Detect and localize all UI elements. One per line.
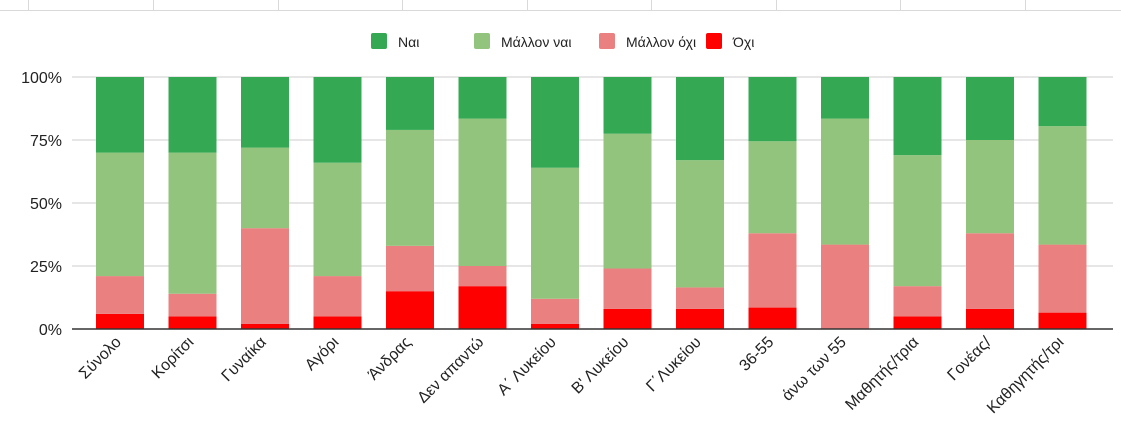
bar-segment[interactable] [821,118,869,245]
bar-segment[interactable] [313,316,362,329]
bar-segment[interactable] [603,268,652,309]
bar-segment[interactable] [386,291,434,329]
x-tick-label: Καθηγητής/τρι [984,333,1068,417]
spreadsheet-top-strip [0,0,1121,11]
bar-segment[interactable] [313,276,362,317]
bar-segment[interactable] [458,266,507,287]
bar-segment[interactable] [966,77,1014,140]
bar-segment[interactable] [531,323,579,329]
bar-segment[interactable] [1038,77,1087,127]
legend-swatch [474,33,490,49]
x-tick-label: Μαθητής/τρια [842,334,922,414]
bar-segment[interactable] [96,313,144,329]
x-tick-label: Αγόρι [302,333,343,374]
bar-segment[interactable] [96,152,144,277]
legend-item[interactable]: Όχι [706,33,754,50]
y-tick-label: 0% [39,322,62,339]
bar-segment[interactable] [386,129,434,246]
bar-segment[interactable] [748,233,797,308]
bar-segment[interactable] [893,77,942,156]
bar-segment[interactable] [1038,126,1087,245]
bar-segment[interactable] [168,77,217,153]
bar-segment[interactable] [748,77,797,142]
bar-segment[interactable] [313,162,362,277]
bar-segment[interactable] [821,77,869,119]
bar-segment[interactable] [603,308,652,329]
legend-label: Ναι [398,34,419,50]
bar-segment[interactable] [676,308,724,329]
legend[interactable]: Ναι Μάλλον ναι Μάλλον όχι Όχι [371,33,754,50]
bar-segment[interactable] [966,308,1014,329]
bar-segment[interactable] [458,286,507,329]
bar-segment[interactable] [966,233,1014,309]
bar-segment[interactable] [1038,244,1087,313]
x-tick-label: Γυναίκα [219,334,270,385]
bar-segment[interactable] [603,133,652,269]
bar-segment[interactable] [821,244,869,329]
bar-segment[interactable] [458,118,507,266]
bar-segment[interactable] [1038,312,1087,329]
x-tick-label: Σύνολο [76,334,125,383]
y-tick-label: 50% [30,196,62,213]
y-tick-label: 75% [30,133,62,150]
x-tick-label: Γ΄Λυκείου [643,334,704,395]
y-tick-label: 100% [21,70,62,87]
x-tick-label: Κορίτσι [149,333,198,382]
x-tick-label: Γονέας/ [944,333,995,384]
bar-segment[interactable] [603,77,652,134]
bar-segment[interactable] [893,155,942,287]
bar-segment[interactable] [168,316,217,329]
bar-segment[interactable] [748,141,797,234]
x-tick-label: Α΄ Λυκείου [495,334,560,399]
x-tick-label: Δεν απαντώ [414,334,487,407]
x-tick-label: Άνδρας [365,334,415,384]
bar-segment[interactable] [313,77,362,163]
bar-segment[interactable] [531,298,579,324]
legend-label: Μάλλον όχι [626,34,696,50]
legend-swatch [706,33,722,49]
legend-label: Όχι [732,34,754,50]
bar-segment[interactable] [531,167,579,299]
bar-segment[interactable] [676,160,724,288]
x-tick-label: 36-55 [736,334,777,375]
bar-segment[interactable] [96,276,144,314]
legend-item[interactable]: Ναι [371,33,419,50]
legend-swatch [371,33,387,49]
legend-item[interactable]: Μάλλον ναι [474,33,571,50]
legend-label: Μάλλον ναι [501,34,571,50]
bar-segment[interactable] [458,77,507,119]
grid-layer [72,76,1113,267]
bar-segment[interactable] [748,307,797,329]
x-tick-label: άνω των 55 [779,334,850,405]
bar-segment[interactable] [168,152,217,294]
bar-segment[interactable] [386,245,434,292]
legend-swatch [599,33,615,49]
bar-segment[interactable] [676,287,724,309]
bar-segment[interactable] [241,147,289,229]
bar-segment[interactable] [531,77,579,168]
bar-segment[interactable] [966,140,1014,234]
bar-segment[interactable] [168,293,217,317]
bar-segment[interactable] [893,316,942,329]
y-tick-label: 25% [30,259,62,276]
bar-segment[interactable] [241,323,289,329]
bar-segment[interactable] [893,286,942,317]
bar-segment[interactable] [241,77,289,148]
bar-segment[interactable] [241,228,289,324]
x-tick-label: Β' Λυκείου [569,334,633,398]
legend-item[interactable]: Μάλλον όχι [599,33,696,50]
bars-layer [96,77,1087,329]
bar-segment[interactable] [386,77,434,130]
bar-segment[interactable] [96,77,144,153]
bar-segment[interactable] [676,77,724,161]
